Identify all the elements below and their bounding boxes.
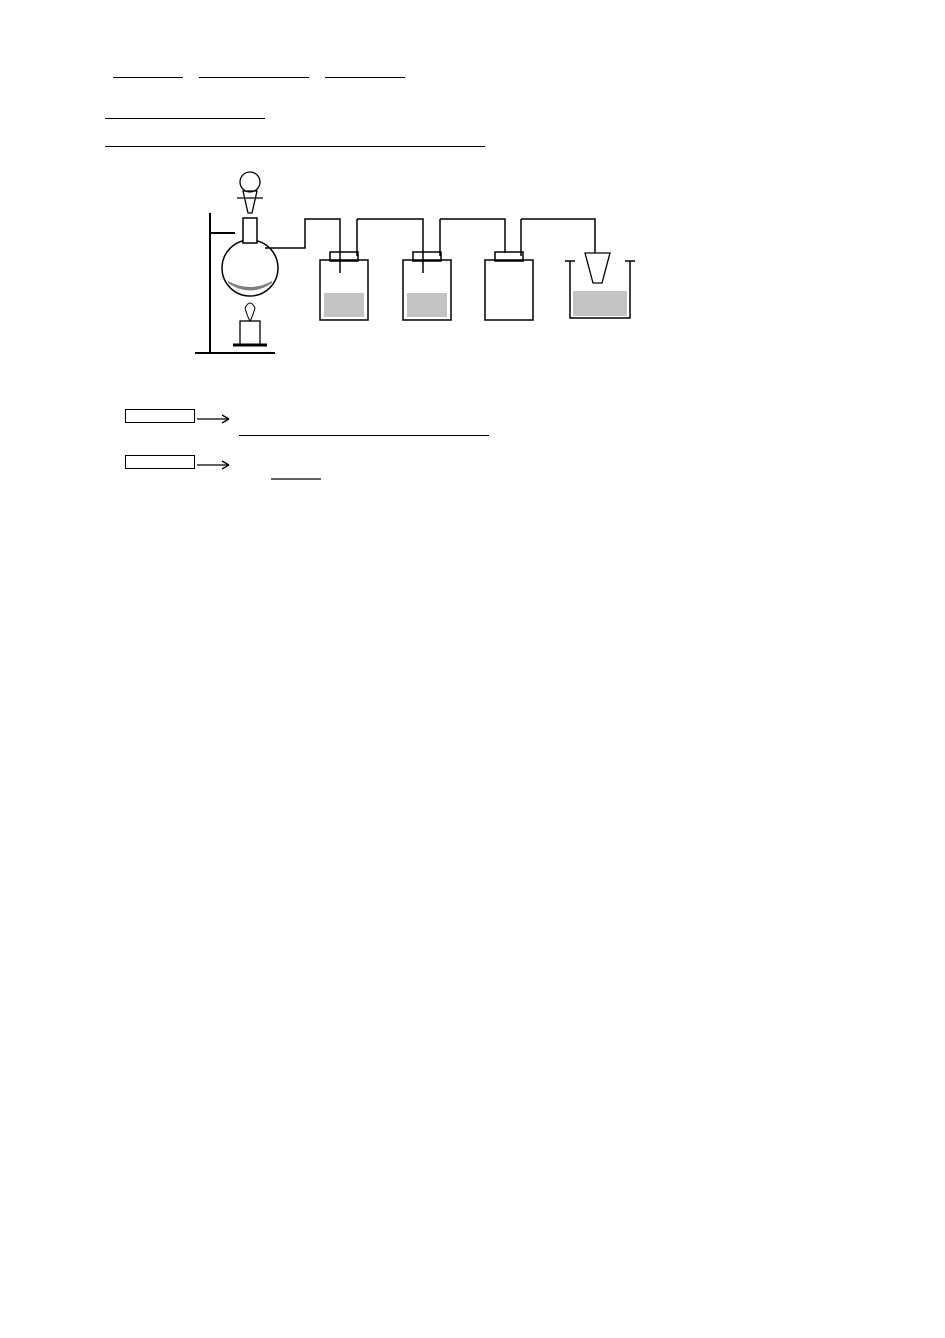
group-blank[interactable] [325,60,405,78]
kmno4-blank[interactable] [239,420,489,436]
device-box [125,455,195,469]
worksheet-header [105,60,840,78]
arrow-icon [269,471,329,487]
arrow-icon [195,455,235,475]
principle-box [125,409,195,423]
flow-device-type [125,455,840,495]
sec1-item1 [105,92,840,119]
apparatus-diagram [165,153,685,403]
name-blank[interactable] [199,60,309,78]
sec1-item2 [105,121,840,148]
sec1-item1-blank[interactable] [105,103,265,119]
class-blank[interactable] [113,60,183,78]
sec1-item2-blank[interactable] [105,131,485,147]
device-content [235,455,840,487]
flow-principle [125,409,840,449]
principle-content [235,409,840,436]
apparatus-svg [165,153,685,403]
arrow-icon [195,409,235,429]
